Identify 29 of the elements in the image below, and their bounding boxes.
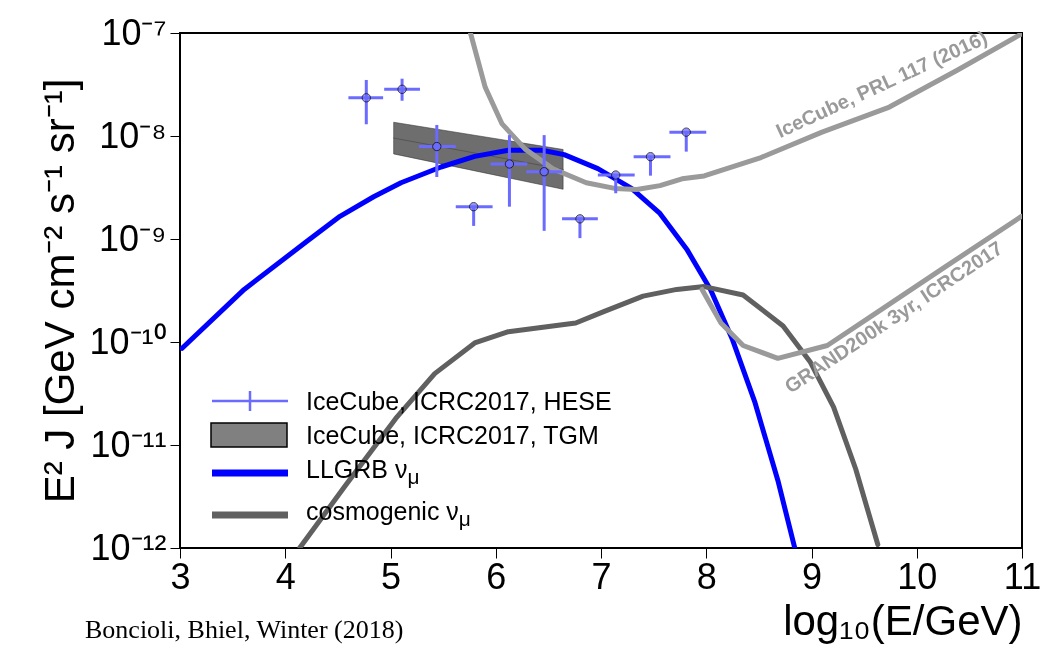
y-tick-label: 10⁻⁷ <box>101 11 167 53</box>
point <box>504 159 515 169</box>
point <box>397 84 407 94</box>
x-tick-label: 4 <box>275 555 296 597</box>
y-tick-label: 10⁻⁹ <box>99 217 167 259</box>
x-tick-label: 7 <box>591 555 612 597</box>
point <box>681 127 691 137</box>
y-axis-title: E² J [GeV cm⁻² s⁻¹ sr⁻¹] <box>36 78 84 504</box>
point <box>468 202 479 212</box>
point <box>432 141 442 152</box>
y-tick-label: 10⁻¹⁰ <box>89 320 167 362</box>
y-tick-label: 10⁻¹¹ <box>90 423 167 465</box>
point <box>611 170 621 180</box>
x-tick-label: 8 <box>696 555 717 597</box>
x-tick-label: 5 <box>380 555 402 597</box>
legend-label: IceCube, ICRC2017, HESE <box>306 386 612 417</box>
x-tick-label: 3 <box>170 555 191 597</box>
x-tick-label: 9 <box>801 555 823 597</box>
x-tick-label: 10 <box>897 555 938 597</box>
x-axis-title: log₁₀(E/GeV) <box>783 596 1023 644</box>
point <box>645 151 656 162</box>
point <box>575 214 585 224</box>
y-tick-label: 10⁻⁸ <box>99 114 167 156</box>
point <box>539 167 549 177</box>
x-tick-label: 6 <box>486 555 507 597</box>
text: Boncioli, Bhiel, Winter (2018) <box>85 615 404 645</box>
x-tick-label: 11 <box>1003 555 1042 597</box>
point <box>361 93 371 103</box>
y-tick-label: 10⁻¹² <box>90 526 167 568</box>
